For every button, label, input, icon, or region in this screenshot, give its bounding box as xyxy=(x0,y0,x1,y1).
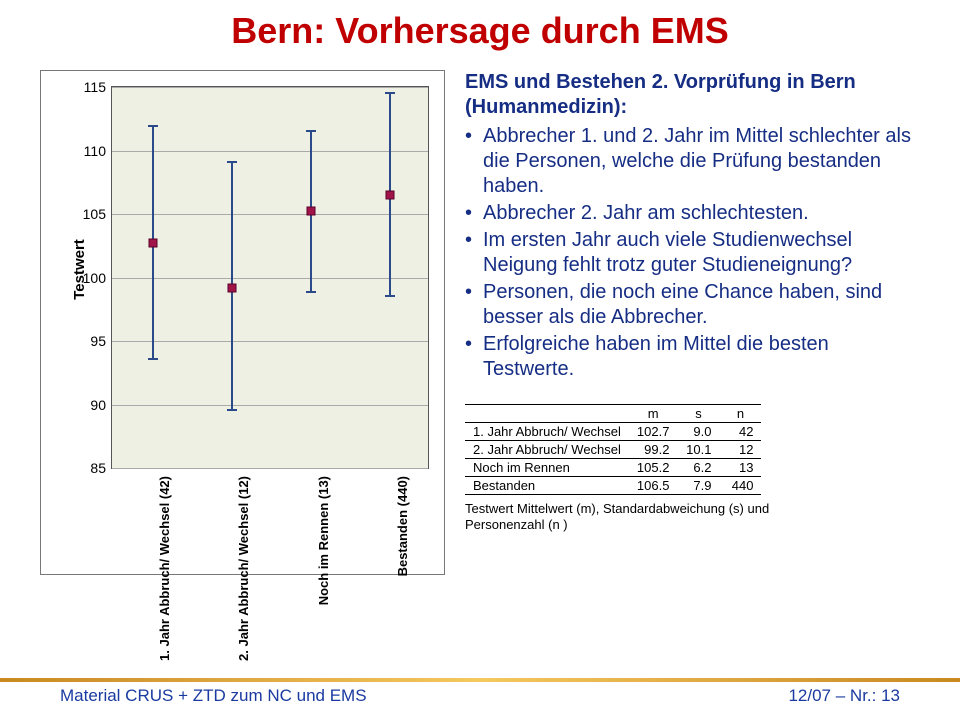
series-whisker xyxy=(231,161,233,411)
gridline xyxy=(112,151,428,152)
plot-area: 859095100105110115 xyxy=(111,86,429,469)
stats-table-wrap: msn 1. Jahr Abbruch/ Wechsel102.79.0422.… xyxy=(465,404,920,532)
row-value: 106.5 xyxy=(629,477,678,495)
footer: Material CRUS + ZTD zum NC und EMS 12/07… xyxy=(0,678,960,716)
x-tick-label: 2. Jahr Abbruch/ Wechsel (12) xyxy=(236,476,251,661)
bullet-list: Abbrecher 1. und 2. Jahr im Mittel schle… xyxy=(465,124,920,384)
row-value: 13 xyxy=(719,459,761,477)
footer-left: Material CRUS + ZTD zum NC und EMS xyxy=(60,686,367,706)
y-tick: 90 xyxy=(90,397,106,413)
x-axis-labels: 1. Jahr Abbruch/ Wechsel (42)2. Jahr Abb… xyxy=(111,476,429,570)
table-caption: Testwert Mittelwert (m), Standardabweich… xyxy=(465,501,805,532)
gridline xyxy=(112,468,428,469)
y-tick: 115 xyxy=(84,79,106,95)
x-tick-label: 1. Jahr Abbruch/ Wechsel (42) xyxy=(157,476,172,661)
row-value: 105.2 xyxy=(629,459,678,477)
row-value: 42 xyxy=(719,423,761,441)
content-row: Testwert 859095100105110115 1. Jahr Abbr… xyxy=(40,70,920,575)
col-header: n xyxy=(719,405,761,423)
y-tick: 110 xyxy=(84,143,106,159)
row-label: Noch im Rennen xyxy=(465,459,629,477)
footer-right: 12/07 – Nr.: 13 xyxy=(788,686,900,706)
table-row: 1. Jahr Abbruch/ Wechsel102.79.042 xyxy=(465,423,761,441)
col-header: m xyxy=(629,405,678,423)
y-tick: 95 xyxy=(90,333,106,349)
bullet-item: Im ersten Jahr auch viele Studienwechsel… xyxy=(483,228,920,278)
gridline xyxy=(112,278,428,279)
row-value: 9.0 xyxy=(677,423,719,441)
row-value: 7.9 xyxy=(677,477,719,495)
row-label: Bestanden xyxy=(465,477,629,495)
table-row: Noch im Rennen105.26.213 xyxy=(465,459,761,477)
bullet-item: Personen, die noch eine Chance haben, si… xyxy=(483,280,920,330)
bullet-item: Abbrecher 1. und 2. Jahr im Mittel schle… xyxy=(483,124,920,199)
y-tick: 105 xyxy=(83,206,106,222)
row-value: 10.1 xyxy=(677,441,719,459)
page-title: Bern: Vorhersage durch EMS xyxy=(40,10,920,52)
gridline xyxy=(112,87,428,88)
y-tick: 85 xyxy=(90,460,106,476)
bullet-item: Erfolgreiche haben im Mittel die besten … xyxy=(483,332,920,382)
series-whisker xyxy=(389,92,391,296)
gridline xyxy=(112,405,428,406)
row-value: 12 xyxy=(719,441,761,459)
x-tick-label: Noch im Rennen (13) xyxy=(316,476,331,605)
chart-frame: Testwert 859095100105110115 1. Jahr Abbr… xyxy=(40,70,445,575)
col-header: s xyxy=(677,405,719,423)
row-value: 99.2 xyxy=(629,441,678,459)
series-whisker xyxy=(152,125,154,360)
y-tick: 100 xyxy=(83,270,106,286)
slide: Bern: Vorhersage durch EMS Testwert 8590… xyxy=(0,0,960,716)
table-row: 2. Jahr Abbruch/ Wechsel99.210.112 xyxy=(465,441,761,459)
col-header xyxy=(465,405,629,423)
series-mean-dot xyxy=(227,283,236,292)
series-mean-dot xyxy=(306,207,315,216)
bullet-item: Abbrecher 2. Jahr am schlechtesten. xyxy=(483,201,920,226)
x-tick-label: Bestanden (440) xyxy=(395,476,410,576)
gridline xyxy=(112,341,428,342)
row-label: 1. Jahr Abbruch/ Wechsel xyxy=(465,423,629,441)
stats-table: msn 1. Jahr Abbruch/ Wechsel102.79.0422.… xyxy=(465,404,761,495)
chart: Testwert 859095100105110115 1. Jahr Abbr… xyxy=(40,70,445,575)
row-value: 6.2 xyxy=(677,459,719,477)
series-whisker xyxy=(310,130,312,293)
text-column: EMS und Bestehen 2. Vorprüfung in Bern (… xyxy=(465,70,920,575)
row-value: 440 xyxy=(719,477,761,495)
gridline xyxy=(112,214,428,215)
row-label: 2. Jahr Abbruch/ Wechsel xyxy=(465,441,629,459)
lead-text: EMS und Bestehen 2. Vorprüfung in Bern (… xyxy=(465,70,920,120)
table-row: Bestanden106.57.9440 xyxy=(465,477,761,495)
series-mean-dot xyxy=(148,239,157,248)
series-mean-dot xyxy=(385,190,394,199)
row-value: 102.7 xyxy=(629,423,678,441)
